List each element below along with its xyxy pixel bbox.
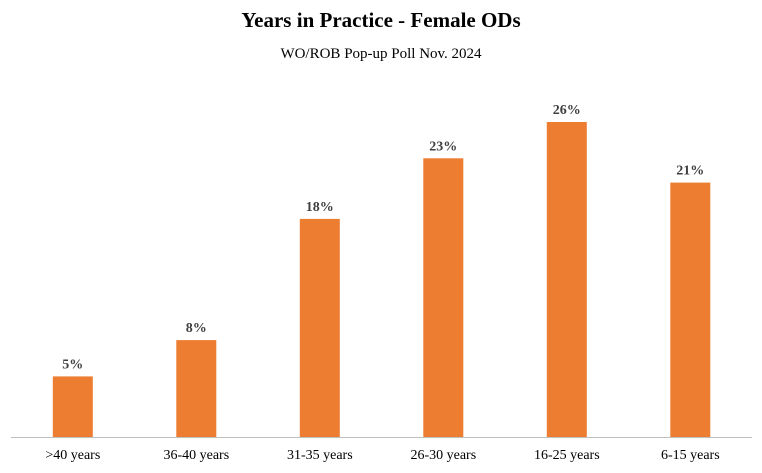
bar-0: [52, 376, 93, 437]
x-tick-labels: >40 years 36-40 years 31-35 years 26-30 yea…: [45, 448, 719, 463]
data-label-1: 8%: [186, 321, 207, 336]
data-label-4: 26%: [553, 103, 581, 118]
chart-subtitle: WO/ROB Pop-up Poll Nov. 2024: [280, 46, 482, 62]
x-tick-label-4: 16-25 years: [534, 448, 600, 463]
data-label-3: 23%: [429, 139, 457, 154]
x-tick-label-0: >40 years: [45, 448, 100, 463]
bar-2: [299, 218, 340, 437]
x-tick-label-5: 6-15 years: [661, 448, 720, 463]
bar-5: [670, 182, 711, 437]
data-label-2: 18%: [306, 200, 334, 215]
data-labels-layer: 5% 8% 18% 23% 26% 21%: [62, 103, 704, 372]
chart-title: Years in Practice - Female ODs: [241, 8, 520, 32]
bar-3: [423, 158, 464, 438]
x-tick-label-1: 36-40 years: [163, 448, 229, 463]
bar-1: [176, 340, 217, 437]
data-label-5: 21%: [676, 164, 704, 179]
data-label-0: 5%: [62, 357, 83, 372]
x-tick-label-2: 31-35 years: [287, 448, 353, 463]
bar-4: [546, 122, 587, 437]
bars-layer: [52, 122, 711, 438]
x-tick-label-3: 26-30 years: [410, 448, 476, 463]
